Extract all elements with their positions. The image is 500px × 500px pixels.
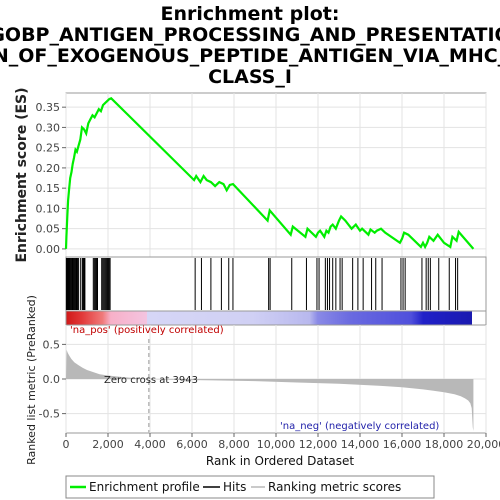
x-tick-label: 4,000 <box>134 438 166 451</box>
x-tick-label: 14,000 <box>341 438 380 451</box>
positive-label: 'na_pos' (positively correlated) <box>70 325 224 336</box>
legend-box <box>65 475 435 499</box>
metric-y-axis-label: Ranked list metric (PreRanked) <box>25 295 38 465</box>
negative-label: 'na_neg' (negatively correlated) <box>280 421 439 432</box>
x-tick-label: 2,000 <box>92 438 124 451</box>
title-line-4: CLASS_I <box>208 66 292 88</box>
zero-cross-label: Zero cross at 3943 <box>104 375 198 386</box>
x-tick-label: 16,000 <box>383 438 422 451</box>
es-y-tick-label: 0.10 <box>36 202 61 215</box>
es-y-tick-label: 0.05 <box>36 223 61 236</box>
enrichment-profile-line <box>64 97 475 250</box>
metric-y-ticks: 0.5 0.0 -0.5 <box>39 338 66 421</box>
es-y-tick-label: 0.20 <box>36 162 61 175</box>
x-tick-label: 8,000 <box>218 438 250 451</box>
metric-y-tick-label: -0.5 <box>39 408 60 421</box>
es-y-ticks: 0.00 0.05 0.10 0.15 0.20 0.25 0.30 0.35 <box>36 101 66 256</box>
es-y-tick-label: 0.25 <box>36 142 61 155</box>
metric-y-tick-label: 0.0 <box>43 373 61 386</box>
x-tick-label: 10,000 <box>257 438 296 451</box>
x-tick-label: 0 <box>63 438 70 451</box>
legend-enrichment-profile-label: Enrichment profile <box>89 480 200 494</box>
es-y-tick-label: 0.00 <box>36 243 61 256</box>
x-axis-label: Rank in Ordered Dataset <box>206 454 354 468</box>
es-y-axis-label: Enrichment score (ES) <box>14 87 30 262</box>
x-tick-label: 6,000 <box>176 438 208 451</box>
title-line-2: GOBP_ANTIGEN_PROCESSING_AND_PRESENTATIO <box>0 24 500 46</box>
title-line-1: Enrichment plot: <box>161 3 340 25</box>
rank-color-bar <box>66 311 472 325</box>
es-y-tick-label: 0.35 <box>36 101 61 114</box>
legend-ranking-metric-label: Ranking metric scores <box>268 480 401 494</box>
es-y-tick-label: 0.15 <box>36 182 61 195</box>
hit-markers <box>65 258 459 310</box>
es-gridlines <box>65 93 487 257</box>
chart-title: Enrichment plot: GOBP_ANTIGEN_PROCESSING… <box>0 3 500 88</box>
legend: Enrichment profile Hits Ranking metric s… <box>65 475 435 499</box>
hits-panel <box>65 256 487 312</box>
x-tick-label: 20,000 <box>467 438 500 451</box>
legend-hits-label: Hits <box>223 480 246 494</box>
x-tick-label: 12,000 <box>299 438 338 451</box>
x-tick-label: 18,000 <box>425 438 464 451</box>
es-y-tick-label: 0.30 <box>36 121 61 134</box>
x-axis-ticks: 0 2,000 4,000 6,000 8,000 10,000 12,000 14,000 1… <box>63 433 500 451</box>
metric-y-tick-label: 0.5 <box>43 338 61 351</box>
title-line-3: N_OF_EXOGENOUS_PEPTIDE_ANTIGEN_VIA_MHC_ <box>0 45 500 67</box>
